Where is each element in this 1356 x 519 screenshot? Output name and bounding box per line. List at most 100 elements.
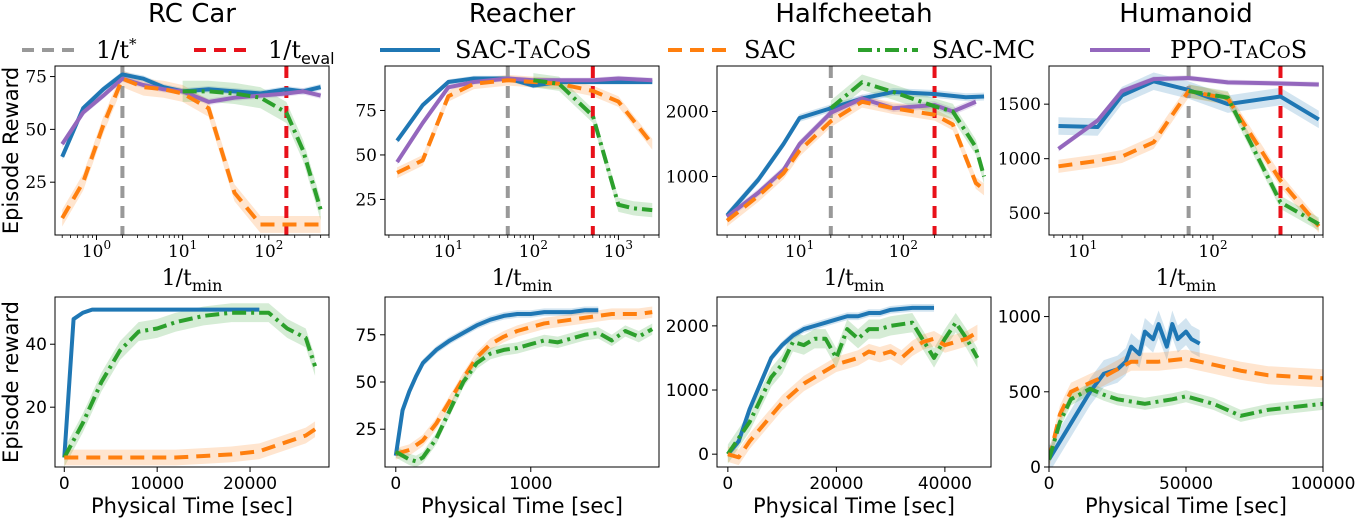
legend-label-t_star: 1/t* <box>96 35 137 64</box>
band-sac <box>727 324 978 466</box>
x-tick-label: 0 <box>390 474 401 494</box>
x-tick-label: 100 <box>82 238 111 262</box>
band-sac_mc <box>830 74 985 185</box>
axes-frame <box>384 65 660 236</box>
x-axis-label: 1/tmin <box>824 266 885 295</box>
y-tick-label: 1500 <box>998 95 1041 115</box>
series-line-sac_tacos <box>726 305 935 456</box>
y-tick-label: 75 <box>25 68 47 88</box>
panel-7: 0 20000 40000 0 1000 2000 Physical Time [sec] <box>666 296 992 518</box>
y-axis-label: Episode Reward <box>0 67 23 234</box>
x-tick-label: 100000 <box>1291 474 1356 494</box>
x-tick-label: 0 <box>59 474 70 494</box>
series-line-sac_mc <box>62 310 317 459</box>
panel-title: Halfcheetah <box>775 0 932 29</box>
y-tick-label: 500 <box>1009 383 1041 403</box>
plot-area <box>393 306 654 467</box>
x-axis-label: 1/tmin <box>1156 266 1217 295</box>
legend: 1/t* 1/teval SAC-TACOS SAC SAC-MC PPO-TACOS <box>22 35 1307 68</box>
x-axis-label: Physical Time [sec] <box>91 494 293 518</box>
y-axis: 0 1000 2000 <box>666 317 717 465</box>
legend-entry-ppo_tacos: PPO-TACOS <box>1090 36 1307 64</box>
band-sac <box>1049 349 1323 467</box>
band-sac_mc <box>533 73 653 218</box>
legend-label-sac_mc: SAC-MC <box>932 36 1035 64</box>
series-line-sac_mc <box>829 80 986 178</box>
y-tick-label: 0 <box>1030 458 1041 478</box>
x-axis-label: Physical Time [sec] <box>421 494 623 518</box>
y-tick-label: 25 <box>355 420 377 440</box>
series-line-sac_tacos <box>393 308 599 456</box>
band-sac <box>64 421 316 466</box>
plot-area <box>395 66 654 235</box>
x-axis: 0 1000 <box>390 467 552 494</box>
y-tick-label: 40 <box>25 335 47 355</box>
y-tick-label: 1000 <box>666 168 709 188</box>
legend-entry-sac_tacos: SAC-TACOS <box>380 36 591 64</box>
x-tick-label: 102 <box>519 238 548 262</box>
panel-title: Reacher <box>469 0 576 29</box>
x-axis-label: Physical Time [sec] <box>1085 494 1287 518</box>
x-axis: 100 101 102 <box>61 235 330 262</box>
y-tick-label: 1000 <box>998 308 1041 328</box>
y-axis: 25 50 75 <box>355 101 385 210</box>
x-tick-label: 10000 <box>130 474 184 494</box>
x-tick-label: 1000 <box>509 474 552 494</box>
y-tick-label: 75 <box>355 326 377 346</box>
y-axis: 500 1000 1500 <box>998 95 1049 224</box>
plot-area <box>62 303 317 467</box>
panel-3: 101 102 1000 2000 1/tmin <box>666 65 992 295</box>
y-tick-label: 1000 <box>998 150 1041 170</box>
series-line-sac_mc <box>533 78 653 213</box>
x-tick-label: 102 <box>889 238 918 262</box>
axes-frame <box>716 65 992 236</box>
band-sac <box>395 306 653 460</box>
x-axis-label: 1/tmin <box>492 266 553 295</box>
band-sac_mc <box>64 303 316 467</box>
x-tick-label: 102 <box>1198 238 1227 262</box>
x-tick-label: 20000 <box>809 474 863 494</box>
x-axis: 101 102 103 <box>388 235 660 262</box>
axes-frame <box>716 296 992 468</box>
x-axis: 101 102 <box>726 235 992 262</box>
legend-label-t_eval: 1/teval <box>268 36 335 68</box>
legend-entry-sac: SAC <box>668 36 796 64</box>
series-line-sac_tacos <box>62 307 260 458</box>
series-line-ppo_tacos <box>395 76 653 164</box>
legend-entry-t_eval: 1/teval <box>194 36 335 68</box>
y-axis: 25 50 75 <box>25 68 55 193</box>
legend-entry-t_star: 1/t* <box>22 35 137 64</box>
y-axis: 1000 2000 <box>666 103 717 188</box>
plot-area <box>726 304 980 466</box>
series-line-sac_tacos <box>395 76 653 142</box>
x-axis: 0 20000 40000 <box>722 467 972 494</box>
x-tick-label: 102 <box>254 238 283 262</box>
series-line-ppo_tacos <box>725 96 977 219</box>
x-tick-label: 101 <box>168 238 197 262</box>
y-tick-label: 50 <box>25 120 47 140</box>
x-tick-label: 0 <box>722 474 733 494</box>
band-sac_mc <box>1188 84 1319 231</box>
x-tick-label: 101 <box>785 238 814 262</box>
panel-title: Humanoid <box>1119 0 1252 29</box>
legend-label-ppo_tacos: PPO-TACOS <box>1170 36 1307 64</box>
x-tick-label: 101 <box>1068 238 1097 262</box>
series-line-sac_mc <box>1049 386 1323 461</box>
band-sac_tacos <box>1049 310 1200 467</box>
band-sac <box>397 74 653 179</box>
panel-6: 0 1000 25 50 75 Physical Time [sec] <box>355 296 660 518</box>
panel-2: 101 102 103 25 50 75 1/tmin <box>355 65 660 295</box>
y-tick-label: 500 <box>1009 204 1041 224</box>
x-axis: 0 10000 20000 <box>59 467 277 494</box>
y-tick-label: 20 <box>25 398 47 418</box>
series-line-ppo_tacos <box>1057 75 1319 151</box>
series-line-sac <box>1049 356 1323 460</box>
x-tick-label: 20000 <box>223 474 277 494</box>
panel-8: 0 50000 100000 0 500 1000 Physical Time [sec] <box>998 296 1356 518</box>
y-tick-label: 0 <box>698 445 709 465</box>
y-tick-label: 2000 <box>666 317 709 337</box>
series-line-sac_tacos <box>725 90 985 217</box>
legend-label-sac_tacos: SAC-TACOS <box>455 36 591 64</box>
